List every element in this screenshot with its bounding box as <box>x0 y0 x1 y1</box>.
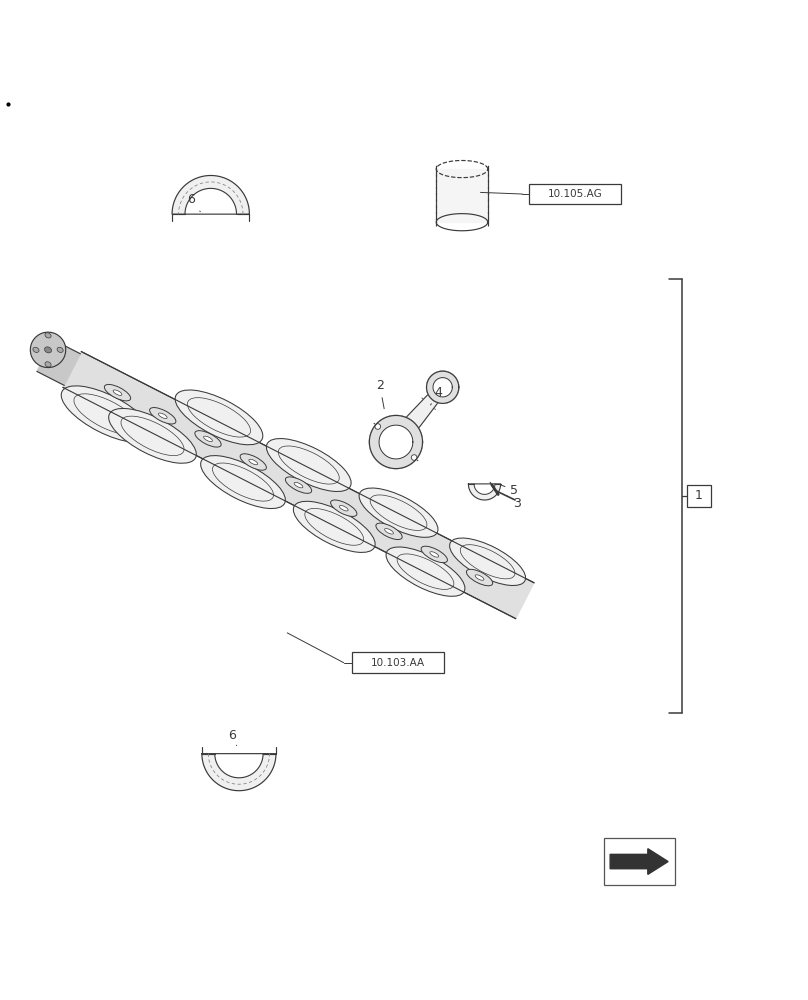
Ellipse shape <box>285 477 312 493</box>
Ellipse shape <box>204 436 213 442</box>
Ellipse shape <box>249 459 258 465</box>
Ellipse shape <box>44 347 52 353</box>
Ellipse shape <box>108 408 196 463</box>
Ellipse shape <box>175 390 263 445</box>
Polygon shape <box>379 425 413 459</box>
Polygon shape <box>469 484 501 500</box>
Polygon shape <box>427 371 459 403</box>
Polygon shape <box>427 371 459 403</box>
Ellipse shape <box>293 501 375 552</box>
Ellipse shape <box>240 454 267 470</box>
Text: 2: 2 <box>376 379 384 409</box>
Ellipse shape <box>411 455 417 460</box>
Bar <box>687 485 711 507</box>
Ellipse shape <box>385 529 393 534</box>
Text: 6: 6 <box>187 193 200 212</box>
Ellipse shape <box>375 424 381 429</box>
Polygon shape <box>172 176 250 214</box>
Polygon shape <box>202 754 276 791</box>
Ellipse shape <box>31 332 65 368</box>
Ellipse shape <box>158 413 167 419</box>
Text: 1: 1 <box>695 489 703 502</box>
Polygon shape <box>436 169 488 222</box>
Ellipse shape <box>267 439 351 491</box>
Ellipse shape <box>61 386 152 442</box>
Ellipse shape <box>359 488 438 537</box>
Text: 5: 5 <box>501 484 518 497</box>
Ellipse shape <box>466 569 493 586</box>
Text: 10.103.AA: 10.103.AA <box>371 658 425 668</box>
Ellipse shape <box>339 505 348 511</box>
Polygon shape <box>389 384 447 448</box>
Ellipse shape <box>430 552 439 557</box>
Text: 10.105.AG: 10.105.AG <box>548 189 603 199</box>
Ellipse shape <box>376 523 402 540</box>
Ellipse shape <box>330 500 357 516</box>
Ellipse shape <box>200 456 285 509</box>
Polygon shape <box>610 849 668 874</box>
Ellipse shape <box>45 362 51 367</box>
Ellipse shape <box>475 575 484 580</box>
Polygon shape <box>433 378 452 397</box>
Polygon shape <box>63 352 534 619</box>
Polygon shape <box>369 415 423 469</box>
Polygon shape <box>37 340 80 385</box>
Polygon shape <box>433 378 452 397</box>
Text: 4: 4 <box>431 386 443 405</box>
Ellipse shape <box>294 482 303 488</box>
Ellipse shape <box>195 431 221 447</box>
Text: 6: 6 <box>229 729 237 746</box>
Ellipse shape <box>386 547 465 596</box>
Polygon shape <box>369 415 423 469</box>
Ellipse shape <box>45 333 51 338</box>
Bar <box>528 184 621 204</box>
Ellipse shape <box>449 538 525 586</box>
Text: 3: 3 <box>507 496 520 510</box>
Bar <box>604 838 675 885</box>
Polygon shape <box>379 425 413 459</box>
Ellipse shape <box>57 347 63 352</box>
Bar <box>351 652 444 673</box>
Ellipse shape <box>149 408 176 424</box>
Ellipse shape <box>113 390 122 395</box>
Ellipse shape <box>104 384 131 401</box>
Ellipse shape <box>33 347 39 352</box>
Ellipse shape <box>421 546 448 563</box>
